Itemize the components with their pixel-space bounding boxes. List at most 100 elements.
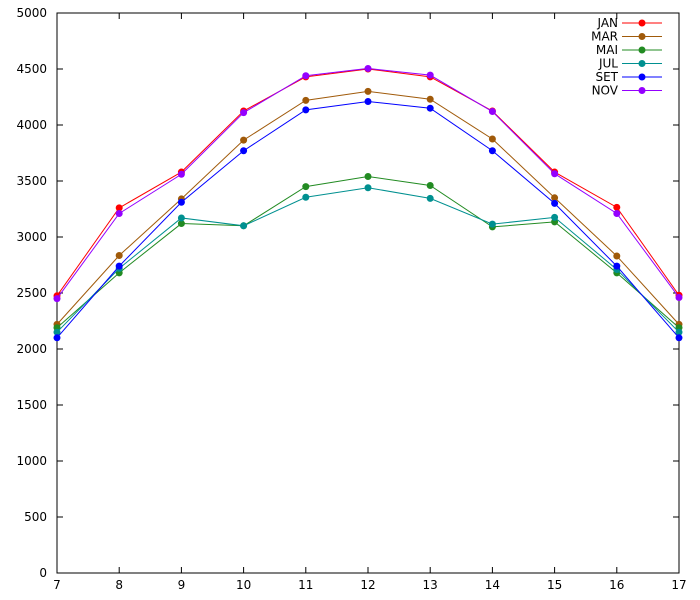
data-point [488,147,496,155]
data-point [240,222,248,230]
y-tick-label: 1500 [16,398,47,412]
series-line [56,100,680,339]
data-point [426,181,434,189]
x-tick-label: 14 [485,578,500,592]
series-mar [53,87,683,328]
data-point [551,199,559,207]
data-point [177,220,185,228]
data-point [302,193,310,201]
legend-label: MAI [596,43,618,57]
y-tick-label: 4500 [16,62,47,76]
data-point [551,194,559,202]
legend-swatch-point [638,73,646,81]
legend-label: JAN [596,16,618,30]
data-point [613,203,621,211]
legend-swatch-point [638,19,646,27]
series-layer [53,64,683,342]
x-tick-label: 8 [115,578,123,592]
data-point [675,293,683,301]
series-mai [53,173,683,332]
data-point [426,71,434,79]
y-tick-label: 2000 [16,342,47,356]
series-jul [53,184,683,336]
series-nov [53,64,683,303]
data-point [115,251,123,259]
legend-item: SET [595,70,662,84]
legend-item: JAN [596,16,662,30]
x-tick-label: 10 [236,578,251,592]
legend-item: MAI [596,43,662,57]
x-tick-label: 12 [360,578,375,592]
data-point [364,173,372,181]
data-point [551,170,559,178]
series-line [56,176,680,329]
data-point [364,184,372,192]
data-point [426,104,434,112]
data-point [364,64,372,72]
series-line [56,187,680,333]
x-tick-label: 7 [53,578,61,592]
data-point [675,328,683,336]
data-point [177,198,185,206]
x-tick-label: 13 [423,578,438,592]
legend-item: JUL [598,57,662,71]
data-point [115,209,123,217]
data-point [115,204,123,212]
legend-label: SET [595,70,618,84]
y-axis: 0 500 1000 1500 2000 2500 3000 3500 4000 4500 5000 [16,6,679,580]
data-point [488,135,496,143]
y-tick-label: 2500 [16,286,47,300]
x-tick-label: 17 [671,578,686,592]
legend-label: MAR [591,30,618,44]
data-point [302,72,310,80]
data-point [240,136,248,144]
legend-item: MAR [591,30,662,44]
legend-label: JUL [598,57,618,71]
data-point [115,262,123,270]
data-point [302,96,310,104]
data-point [675,334,683,342]
data-point [364,97,372,105]
series-set [53,97,683,342]
data-point [177,170,185,178]
legend-swatch-point [638,60,646,67]
data-point [302,106,310,114]
x-tick-label: 9 [178,578,186,592]
plot-frame [56,12,680,574]
data-point [613,252,621,260]
legend-swatch-point [638,46,646,54]
legend-item: NOV [592,84,662,98]
data-point [426,95,434,103]
data-point [53,295,61,303]
data-point [488,108,496,116]
data-point [240,109,248,117]
y-tick-label: 4000 [16,118,47,132]
legend-swatch-point [638,87,646,94]
data-point [551,213,559,221]
data-point [613,209,621,217]
y-tick-label: 1000 [16,454,47,468]
data-point [53,334,61,342]
data-point [364,87,372,95]
y-tick-label: 500 [24,510,47,524]
data-point [302,183,310,191]
series-line [56,90,680,325]
data-point [426,194,434,202]
legend-label: NOV [592,84,619,98]
x-tick-label: 16 [609,578,624,592]
x-tick-label: 11 [298,578,313,592]
x-axis: 7 8 9 10 11 12 13 14 15 16 17 [53,13,687,592]
y-tick-label: 3500 [16,174,47,188]
y-tick-label: 0 [39,566,47,580]
x-tick-label: 15 [547,578,562,592]
y-tick-label: 5000 [16,6,47,20]
legend-swatch-point [638,33,646,40]
y-tick-label: 3000 [16,230,47,244]
data-point [53,328,61,336]
data-point [488,220,496,228]
data-point [240,147,248,155]
data-point [177,214,185,222]
data-point [613,262,621,270]
